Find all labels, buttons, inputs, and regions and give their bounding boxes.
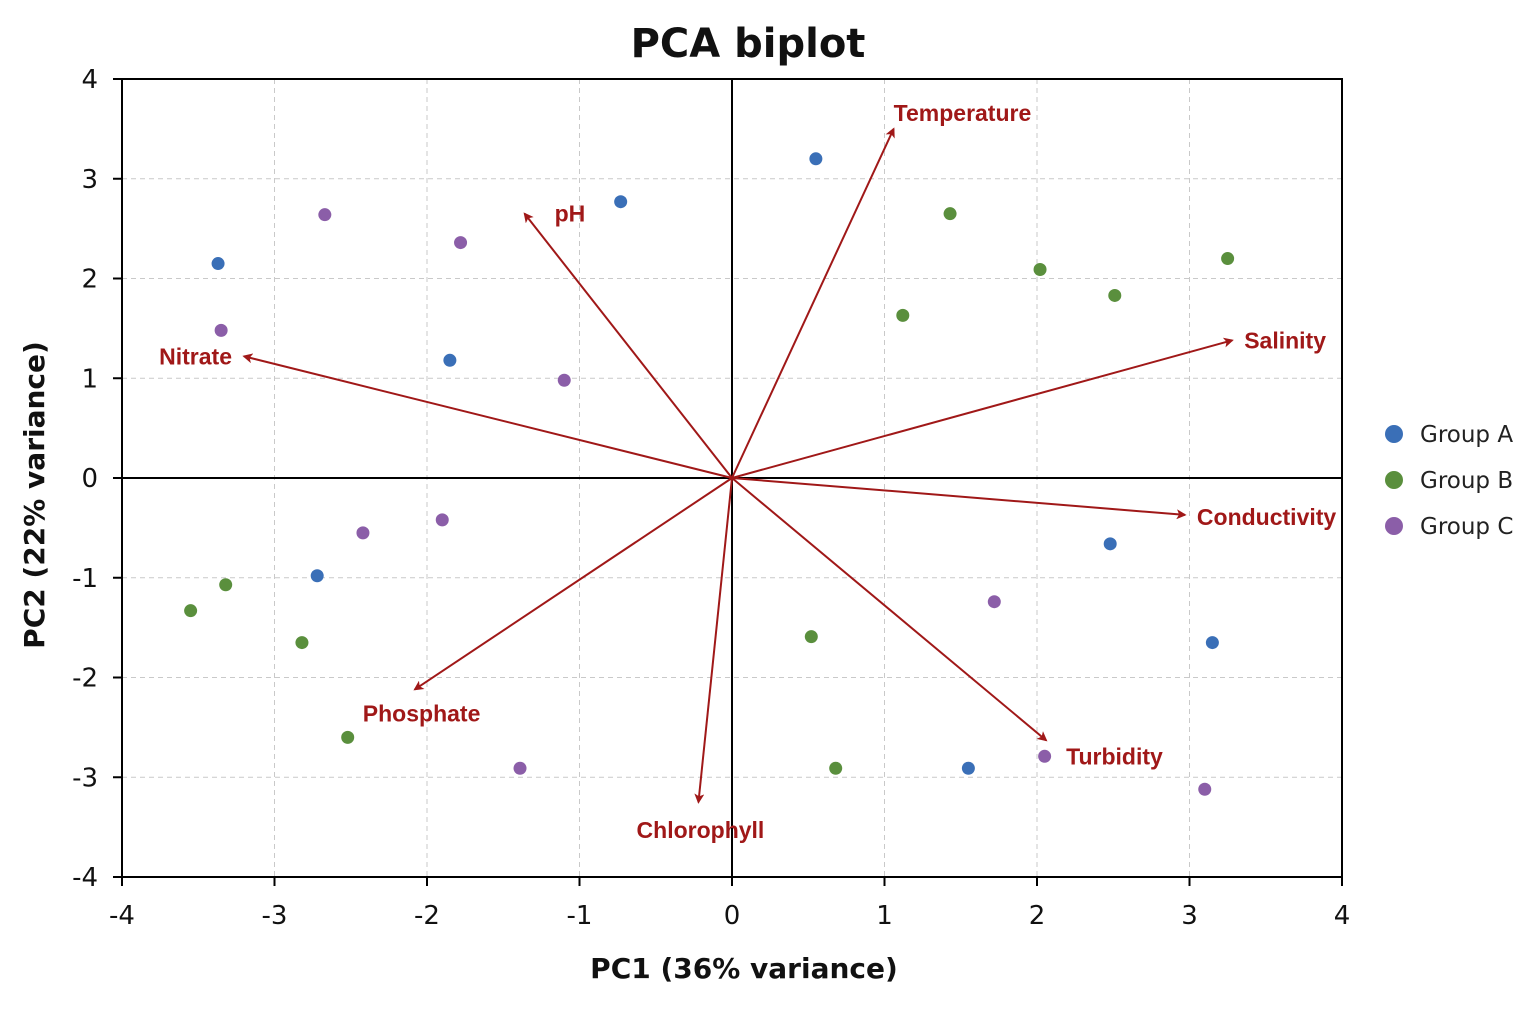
- y-tick-label: -4: [72, 863, 98, 893]
- point-group-c: [214, 323, 228, 337]
- y-tick-label: -1: [72, 564, 98, 594]
- loading-arrow-turbidity: [731, 477, 1048, 742]
- y-axis-label: PC2 (22% variance): [18, 341, 51, 649]
- x-axis-label: PC1 (36% variance): [590, 952, 898, 985]
- x-tick-label: 1: [876, 901, 893, 931]
- legend-label-group-b: Group B: [1420, 468, 1513, 494]
- y-tick-label: -2: [72, 664, 98, 694]
- y-tick-label: 4: [81, 65, 98, 95]
- point-group-c: [513, 761, 527, 775]
- point-group-c: [435, 513, 449, 527]
- loading-label-phosphate: Phosphate: [363, 700, 481, 726]
- y-tick-label: 1: [81, 364, 98, 394]
- loading-label-conductivity: Conductivity: [1197, 504, 1336, 530]
- x-tick-label: -1: [567, 901, 593, 931]
- loading-vectors: Temperature pH Salinity Nitrate Conductivity…: [159, 100, 1336, 843]
- loading-label-ph: pH: [555, 201, 586, 227]
- loading-arrow-temperature: [731, 127, 895, 479]
- point-group-a: [809, 152, 823, 166]
- loading-label-salinity: Salinity: [1244, 327, 1326, 353]
- y-tick-label: 2: [81, 265, 98, 295]
- legend-marker-group-c: [1385, 517, 1403, 535]
- x-tick-label: 0: [724, 901, 741, 931]
- loading-label-turbidity: Turbidity: [1066, 743, 1163, 769]
- point-group-b: [295, 636, 309, 650]
- point-group-a: [961, 761, 975, 775]
- point-group-c: [1198, 782, 1212, 796]
- x-tick-label: -2: [414, 901, 440, 931]
- point-group-a: [614, 195, 628, 209]
- point-group-a: [1103, 537, 1117, 551]
- loading-arrow-conductivity: [731, 477, 1187, 520]
- chart-title: PCA biplot: [631, 21, 866, 67]
- point-group-b: [943, 207, 957, 221]
- x-tick-label: 2: [1029, 901, 1046, 931]
- x-tick-label: -4: [109, 901, 135, 931]
- point-group-b: [341, 730, 355, 744]
- x-tick-label: 4: [1334, 901, 1351, 931]
- point-group-a: [211, 257, 225, 271]
- point-group-a: [1205, 636, 1219, 650]
- loading-label-nitrate: Nitrate: [159, 343, 232, 369]
- point-group-b: [1108, 288, 1122, 302]
- point-group-c: [557, 373, 571, 387]
- loading-label-chlorophyll: Chlorophyll: [637, 817, 765, 843]
- y-tick-label: 3: [81, 165, 98, 195]
- legend-label-group-a: Group A: [1420, 422, 1513, 448]
- point-group-c: [454, 236, 468, 250]
- y-tick-label: -3: [72, 763, 98, 793]
- loading-label-temperature: Temperature: [894, 100, 1032, 126]
- legend-marker-group-a: [1385, 425, 1403, 443]
- y-tick-label: 0: [81, 464, 98, 494]
- point-group-b: [804, 630, 818, 644]
- point-group-b: [219, 578, 233, 592]
- point-group-c: [356, 526, 370, 540]
- loading-arrow-nitrate: [242, 353, 733, 479]
- point-group-c: [1038, 749, 1052, 763]
- point-group-a: [310, 569, 324, 583]
- score-points: [184, 152, 1235, 796]
- loading-arrow-chlorophyll: [694, 477, 733, 804]
- x-tick-label: -3: [262, 901, 288, 931]
- loading-arrow-ph: [523, 212, 733, 479]
- point-group-a: [443, 353, 457, 367]
- point-group-b: [896, 308, 910, 322]
- point-group-c: [318, 208, 332, 222]
- point-group-b: [829, 761, 843, 775]
- point-group-b: [1221, 252, 1235, 266]
- loading-arrow-salinity: [731, 337, 1234, 479]
- legend: Group A Group B Group C: [1385, 422, 1513, 540]
- x-tick-label: 3: [1181, 901, 1198, 931]
- point-group-b: [184, 604, 198, 618]
- legend-marker-group-b: [1385, 471, 1403, 489]
- point-group-c: [987, 595, 1001, 609]
- point-group-b: [1033, 263, 1047, 277]
- axis-ticks: -4 -3 -2 -1 0 1 2 3 4 -4 -3 -2 -1 0 1 2 3 4: [72, 65, 1350, 931]
- loading-arrow-phosphate: [413, 477, 733, 691]
- legend-label-group-c: Group C: [1420, 514, 1513, 540]
